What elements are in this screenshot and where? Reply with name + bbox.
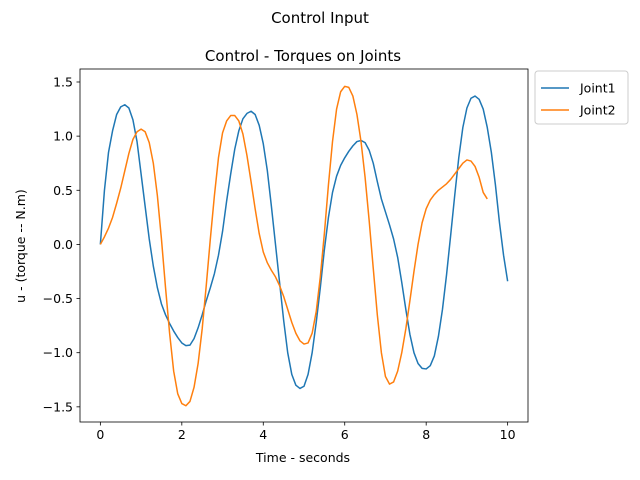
- x-tick-label: 4: [259, 427, 267, 442]
- x-tick-label: 8: [422, 427, 430, 442]
- legend-label-joint2: Joint2: [579, 103, 616, 118]
- x-tick-label: 6: [341, 427, 349, 442]
- legend-label-joint1: Joint1: [579, 81, 616, 96]
- series-line-joint2: [99, 85, 488, 407]
- plot-area: 0 2 4 6 8 10 −1.5 −1.0 −0.5 0.0 0.5 1.0 1.5: [43, 68, 529, 442]
- x-tick-label: 10: [500, 427, 516, 442]
- x-tick-label: 0: [96, 427, 104, 442]
- y-axis-label: u - (torque -- N.m): [13, 189, 28, 303]
- y-tick-label: 0.0: [53, 237, 73, 252]
- figure-suptitle: Control Input: [271, 9, 369, 27]
- legend: Joint1 Joint2: [534, 70, 629, 125]
- y-tick-label: 0.5: [53, 183, 73, 198]
- axes-frame: [79, 68, 529, 423]
- y-tick-label: 1.5: [53, 74, 73, 89]
- chart-title: Control - Torques on Joints: [205, 47, 401, 65]
- x-tick-label: 2: [178, 427, 186, 442]
- y-tick-label: −0.5: [43, 291, 73, 306]
- x-axis-label: Time - seconds: [255, 450, 350, 465]
- y-tick-label: −1.0: [43, 345, 73, 360]
- y-tick-label: 1.0: [53, 129, 73, 144]
- y-tick-label: −1.5: [43, 399, 73, 414]
